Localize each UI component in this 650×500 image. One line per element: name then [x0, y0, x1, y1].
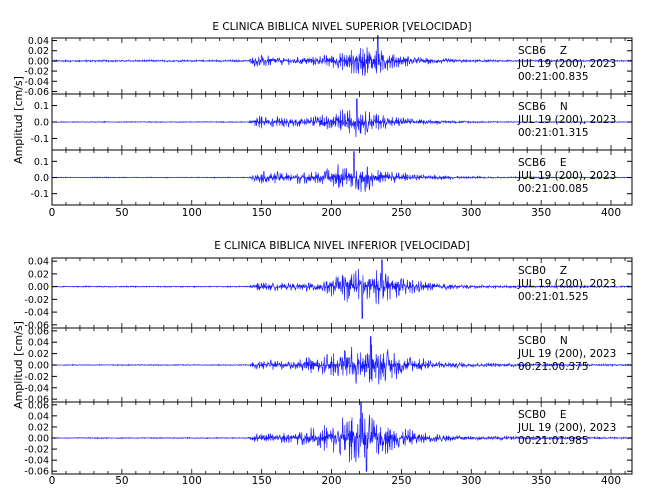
component-code: Z	[560, 265, 567, 277]
waveform-trace	[51, 336, 633, 385]
y-tick-label: 0.00	[28, 361, 49, 372]
record-date: JUL 19 (200), 2023	[517, 170, 616, 182]
record-date: JUL 19 (200), 2023	[517, 348, 616, 360]
station-label: SCB6 E	[518, 157, 567, 169]
station-code: SCB6	[518, 101, 546, 113]
x-tick-label: 200	[321, 475, 341, 487]
station-label: SCB0 N	[518, 335, 568, 347]
x-tick-label: 350	[531, 475, 551, 487]
y-tick-label: 0.00	[28, 434, 49, 445]
y-tick-label: 0.04	[28, 338, 49, 349]
x-tick-label: 300	[461, 207, 481, 219]
y-tick-label: 0.04	[28, 257, 49, 268]
y-tick-label: 0.1	[34, 157, 49, 168]
y-tick-label: 0.02	[28, 46, 49, 57]
x-tick-label: 200	[321, 207, 341, 219]
y-tick-label: 0.06	[28, 400, 49, 411]
x-tick-label: 250	[391, 475, 411, 487]
y-tick-label: 0.02	[28, 422, 49, 433]
station-code: SCB0	[518, 409, 546, 421]
record-date: JUL 19 (200), 2023	[517, 422, 616, 434]
station-label: SCB0 E	[518, 409, 567, 421]
y-tick-label: -0.02	[24, 67, 49, 78]
y-tick-label: 0.00	[28, 282, 49, 293]
x-tick-label: 0	[49, 475, 56, 487]
y-tick-label: -0.06	[24, 395, 49, 406]
chart-group-2: E CLINICA BIBLICA NIVEL INFERIOR [VELOCI…	[12, 240, 633, 487]
x-tick-label: 350	[531, 207, 551, 219]
component-code: E	[560, 409, 567, 421]
y-tick-label: -0.06	[24, 467, 49, 478]
record-time: 00:21:00.375	[518, 361, 589, 373]
x-tick-label: 100	[182, 475, 202, 487]
chart-title: E CLINICA BIBLICA NIVEL SUPERIOR [VELOCI…	[212, 21, 471, 33]
station-label: SCB6 N	[518, 101, 568, 113]
component-code: N	[560, 335, 568, 347]
y-tick-label: -0.04	[24, 383, 49, 394]
record-date: JUL 19 (200), 2023	[517, 58, 616, 70]
x-tick-label: 150	[252, 207, 272, 219]
y-tick-label: -0.1	[30, 134, 49, 145]
record-time: 00:21:01.985	[518, 435, 589, 447]
y-tick-label: 0.02	[28, 269, 49, 280]
y-axis-label: Amplitud [cm/s]	[12, 321, 25, 409]
y-tick-label: -0.02	[24, 445, 49, 456]
y-tick-label: 0.04	[28, 411, 49, 422]
x-tick-label: 50	[115, 207, 128, 219]
y-tick-label: -0.06	[24, 87, 49, 98]
x-tick-label: 400	[601, 207, 621, 219]
record-time: 00:21:00.835	[518, 71, 589, 83]
waveform-trace	[51, 35, 633, 76]
x-tick-label: 300	[461, 475, 481, 487]
waveform-trace	[51, 151, 633, 192]
y-tick-label: 0.1	[34, 101, 49, 112]
station-code: SCB6	[518, 45, 546, 57]
y-axis-label: Amplitud [cm/s]	[12, 76, 25, 164]
y-tick-label: -0.02	[24, 372, 49, 383]
waveform-trace	[51, 402, 633, 472]
waveform-trace	[51, 98, 633, 138]
y-tick-label: -0.06	[24, 320, 49, 331]
x-tick-label: 400	[601, 475, 621, 487]
station-label: SCB0 Z	[518, 265, 567, 277]
waveform-trace	[51, 259, 633, 319]
x-tick-label: 150	[252, 475, 272, 487]
y-tick-label: 0.04	[28, 36, 49, 47]
record-date: JUL 19 (200), 2023	[517, 278, 616, 290]
y-tick-label: -0.1	[30, 189, 49, 200]
chart-group-1: E CLINICA BIBLICA NIVEL SUPERIOR [VELOCI…	[12, 21, 633, 219]
station-code: SCB6	[518, 157, 546, 169]
station-label: SCB6 Z	[518, 45, 567, 57]
component-code: E	[560, 157, 567, 169]
component-code: Z	[560, 45, 567, 57]
y-tick-label: -0.04	[24, 77, 49, 88]
x-tick-label: 0	[49, 207, 56, 219]
chart-title: E CLINICA BIBLICA NIVEL INFERIOR [VELOCI…	[214, 240, 470, 252]
record-date: JUL 19 (200), 2023	[517, 114, 616, 126]
y-tick-label: 0.0	[34, 118, 49, 129]
panel-scb0-e: 0.060.040.020.00-0.02-0.04-0.06 SCB0 EJUL …	[24, 400, 633, 478]
component-code: N	[560, 101, 568, 113]
y-tick-label: 0.00	[28, 56, 49, 67]
record-time: 00:21:01.315	[518, 127, 589, 139]
x-tick-label: 100	[182, 207, 202, 219]
y-tick-label: 0.02	[28, 349, 49, 360]
station-code: SCB0	[518, 265, 546, 277]
y-tick-label: -0.02	[24, 295, 49, 306]
station-code: SCB0	[518, 335, 546, 347]
record-time: 00:21:01.525	[518, 291, 589, 303]
y-tick-label: -0.04	[24, 308, 49, 319]
x-tick-label: 250	[391, 207, 411, 219]
record-time: 00:21:00.085	[518, 183, 589, 195]
x-tick-label: 50	[115, 475, 128, 487]
y-tick-label: 0.06	[28, 326, 49, 337]
y-tick-label: 0.0	[34, 173, 49, 184]
y-tick-label: -0.04	[24, 456, 49, 467]
panel-scb0-n: 0.060.040.020.00-0.02-0.04-0.06 SCB0 NJUL …	[24, 326, 633, 406]
